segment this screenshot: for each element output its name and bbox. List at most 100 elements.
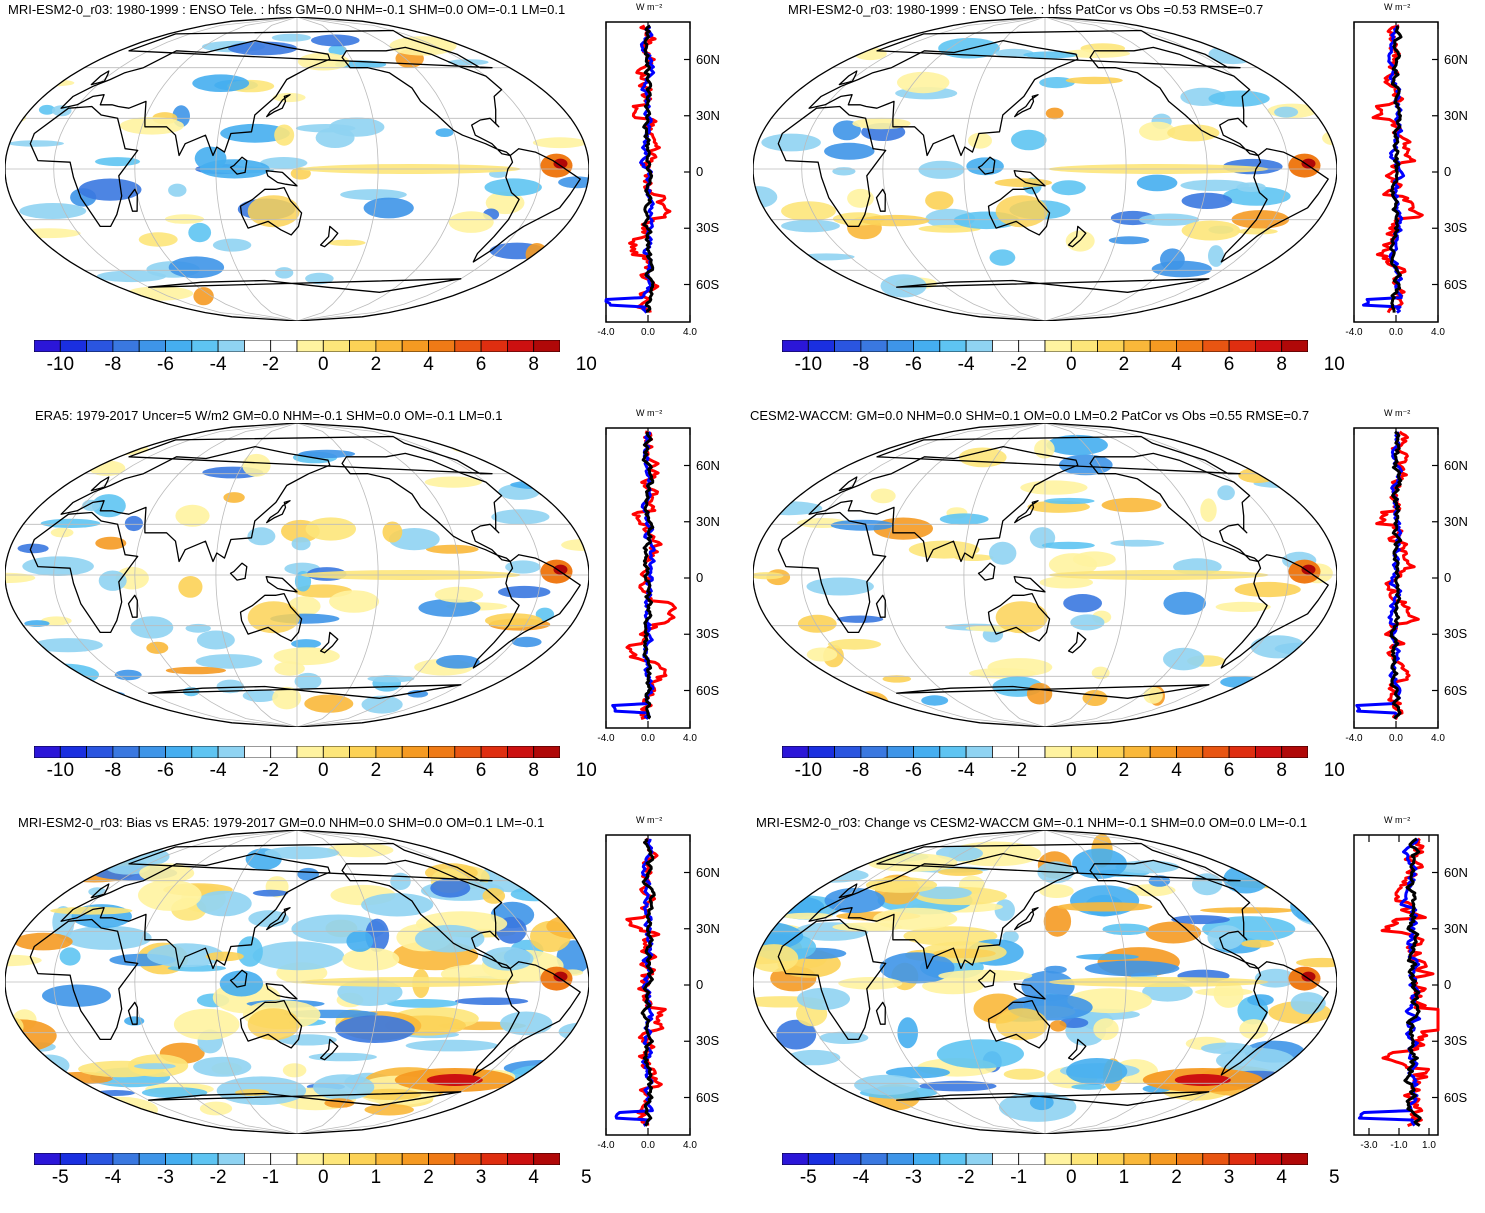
coastline-australia [239,186,303,236]
colorbar-swatch [401,340,429,352]
colorbar-tick-label: 6 [475,354,487,375]
colorbar-tick-label: 0 [318,760,329,781]
map-border [5,830,589,1134]
profile-lat-label: 30N [696,107,720,123]
colorbar-tick-label: -4 [852,1167,870,1188]
colorbar-tick-label: -6 [905,760,922,781]
colorbar-tick-label: 2 [1171,1167,1182,1188]
coastline-eurasia [808,852,1079,970]
profile-lat-label: 60S [1444,276,1468,292]
profile-line-blue [1362,24,1406,314]
colorbar-swatch [533,1153,560,1165]
colorbar-swatch [1202,1153,1230,1165]
profile-value-label: -4.0 [597,327,615,338]
map-field [5,17,589,321]
coastline-greenland [876,842,1241,882]
profile-lat-label: 30N [696,920,720,936]
profile-units-label: W m⁻² [1384,2,1411,12]
zonal-mean-profile [605,427,691,729]
colorbar-swatch [1176,340,1204,352]
colorbar-tick-label: 3 [475,1167,487,1188]
profile-lat-label: 30S [696,220,720,236]
profile-value-label: -1.0 [1390,1140,1408,1151]
colorbar-tick-label: 0 [1066,1167,1077,1188]
profile-value-label: 4.0 [1431,733,1445,744]
coastline-uk [90,883,110,899]
colorbar-tick-label: -8 [852,354,870,375]
robinson-map [5,17,589,321]
profile-lat-label: 30S [696,1033,720,1049]
colorbar-swatch [886,1153,914,1165]
profile-value-label: 1.0 [1422,1140,1436,1151]
robinson-map [5,423,589,727]
colorbar-swatch [270,746,298,758]
colorbar-tick-label: 0 [318,354,329,375]
colorbar-swatch [401,1153,429,1165]
colorbar-tick-label: -2 [262,760,280,781]
robinson-map [753,423,1337,727]
profile-value-label: 0.0 [641,733,655,744]
colorbar-tick-label: -10 [794,354,823,375]
colorbar-labels: -5 -4 -3 -2 -1 0 1 2 3 4 5 [782,1167,1340,1191]
coastline-namerica [1089,46,1259,157]
colorbar-tick-label: 2 [1118,760,1130,781]
colorbar-swatch [807,746,835,758]
coastline-eurasia [60,39,331,157]
profile-units-label: W m⁻² [1384,815,1411,825]
coastline-nz [1067,631,1087,654]
coastline-borneo [977,562,996,581]
colorbar-swatch [375,746,403,758]
profile-lat-label: 30N [696,513,720,529]
colorbar-swatch [217,340,245,352]
panel-top-right: MRI-ESM2-0_r03: 1980-1999 : ENSO Tele. :… [748,0,1485,400]
colorbar-swatch [349,746,377,758]
colorbar-swatch [59,1153,87,1165]
colorbar-tick-label: -2 [209,1167,227,1188]
colorbar-tick-label: -2 [262,354,280,375]
profile-value-label: -4.0 [1345,327,1363,338]
panel-top-left: MRI-ESM2-0_r03: 1980-1999 : ENSO Tele. :… [0,0,737,400]
coastline-namerica [1089,859,1259,970]
coastline-madagascar [127,594,138,618]
coastline-japan [266,907,291,931]
colorbar-tick-label: 10 [575,760,597,781]
profile-line-blue [611,431,656,720]
colorbar-swatch [1228,746,1256,758]
map-border [753,423,1337,727]
colorbar-tick-label: -5 [799,1167,817,1188]
colorbar-swatch [428,746,456,758]
colorbar-tick-label: 6 [475,760,487,781]
panel-middle-right: CESM2-WACCM: GM=0.0 NHM=0.0 SHM=0.1 OM=0… [748,406,1485,806]
colorbar-swatch [1149,1153,1177,1165]
profile-lat-label: 60N [696,864,720,880]
colorbar-tick-label: -5 [51,1167,69,1188]
colorbar-swatch [1254,746,1283,758]
colorbar-tick-label: 4 [1276,1167,1287,1188]
coastline-borneo [229,156,248,175]
colorbar-tick-label: -8 [104,760,122,781]
profile-units-label: W m⁻² [636,2,663,12]
colorbar-swatch [939,340,967,352]
colorbar-swatch [1281,746,1308,758]
coastline-madagascar [127,1001,138,1025]
zonal-mean-profile [1353,21,1439,323]
coastline-samerica [1220,148,1329,263]
colorbar-swatch [322,746,350,758]
panel-title: MRI-ESM2-0_r03: 1980-1999 : ENSO Tele. :… [788,2,1264,17]
panel-title: MRI-ESM2-0_r03: Bias vs ERA5: 1979-2017 … [18,815,545,830]
colorbar-tick-label: -4 [957,760,975,781]
coastline-japan [266,500,291,524]
colorbar-swatch [296,746,324,758]
colorbar-labels: -10 -8 -6 -4 -2 0 2 4 6 8 10 [782,354,1345,378]
coastline-nz [319,225,339,248]
profile-lat-label: 60S [696,1089,720,1105]
colorbar-swatch [860,746,888,758]
colorbar-swatch [401,746,429,758]
profile-lat-label: 0 [696,570,704,585]
colorbar-swatch [965,340,993,352]
coastline-eurasia [808,445,1079,563]
colorbar-swatch [375,340,403,352]
coastline-africa [777,105,887,228]
colorbar-swatch [506,746,535,758]
colorbar-swatch [1228,1153,1256,1165]
